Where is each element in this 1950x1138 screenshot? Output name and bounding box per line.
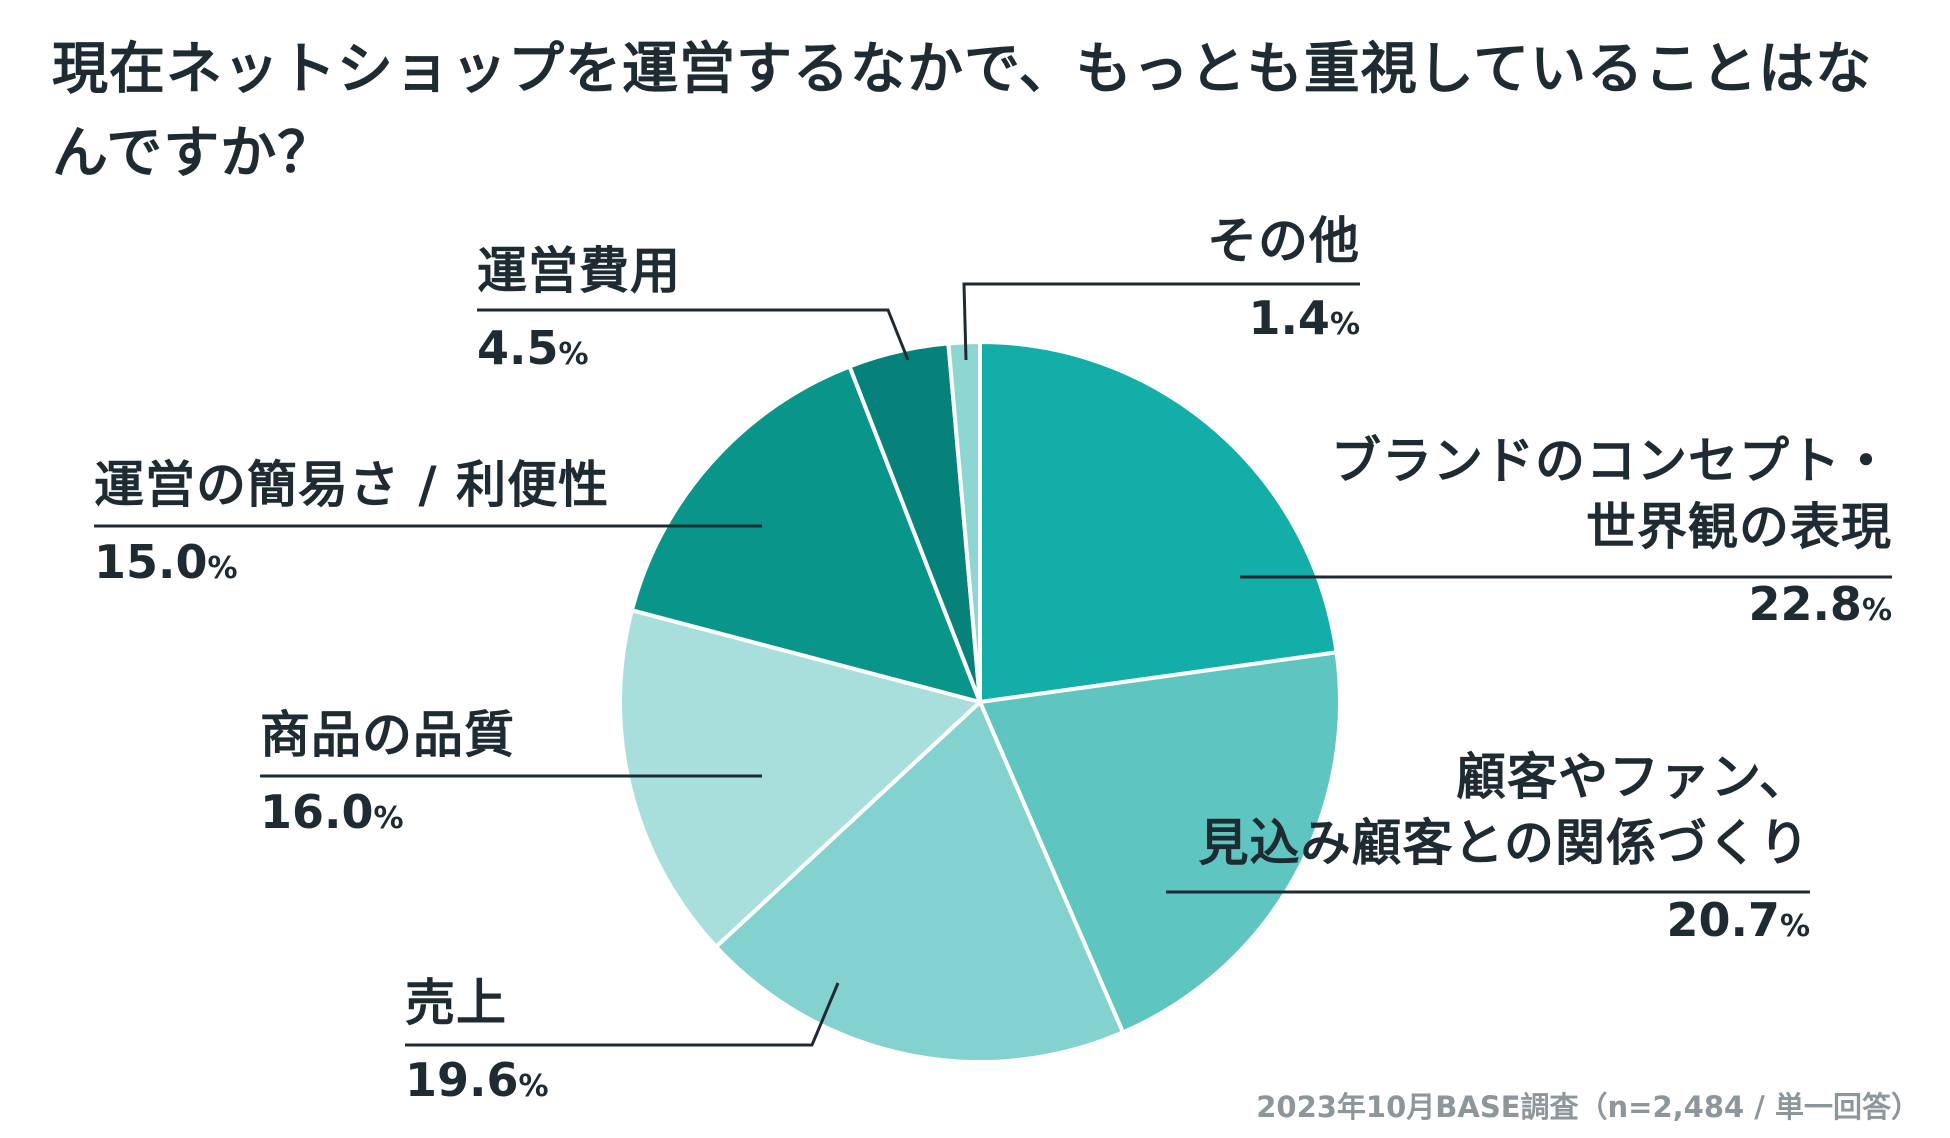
slice-label-customer: 顧客やファン、見込み顧客との関係づくり 20.7% [1199, 744, 1811, 957]
slice-value-other: 1.4 [1248, 291, 1330, 345]
slice-name-quality: 商品の品質 [260, 706, 515, 764]
pie-slice-sales [714, 700, 1125, 1064]
slice-name-sales: 売上 [405, 974, 507, 1032]
slice-unit-customer: % [1779, 909, 1810, 944]
slice-label-other: その他 1.4% [1207, 208, 1360, 355]
slice-name-ease: 運営の簡易さ / 利便性 [94, 456, 610, 514]
slice-label-sales: 売上 19.6% [405, 970, 549, 1117]
slice-value-brand: 22.8 [1748, 577, 1862, 631]
leader-line-other [962, 282, 1360, 361]
slice-value-cost: 4.5 [477, 321, 559, 375]
slice-value-customer: 20.7 [1666, 893, 1780, 947]
slice-unit-ease: % [207, 551, 238, 586]
chart-title: 現在ネットショップを運営するなかで、もっとも重視していることはなんですか？ [52, 37, 1873, 186]
slice-label-quality: 商品の品質 16.0% [260, 702, 515, 849]
slice-value-sales: 19.6 [405, 1053, 519, 1107]
slice-name-customer: 顧客やファン、 [1456, 748, 1810, 806]
slice-value-quality: 16.0 [260, 785, 374, 839]
pie-slice-customer [978, 650, 1342, 1035]
slice-label-cost: 運営費用 4.5% [477, 238, 681, 385]
pie-slice-quality [618, 608, 982, 949]
leader-line-cost [477, 308, 910, 361]
slice-unit-sales: % [518, 1069, 549, 1104]
slice-unit-other: % [1329, 307, 1360, 342]
slice-name-brand: 世界観の表現 [1586, 498, 1892, 556]
slice-name-customer: 見込み顧客との関係づくり [1198, 814, 1810, 872]
slice-unit-quality: % [373, 801, 404, 836]
leader-line-sales [405, 982, 840, 1047]
slice-unit-cost: % [558, 337, 589, 372]
slice-name-other: その他 [1207, 212, 1360, 270]
slice-value-ease: 15.0 [94, 535, 208, 589]
slice-unit-brand: % [1861, 593, 1892, 628]
slice-name-cost: 運営費用 [477, 242, 681, 300]
slice-name-brand: ブランドのコンセプト・ [1331, 432, 1892, 490]
pie-slice-brand [978, 340, 1339, 704]
pie-slice-ease [629, 364, 982, 704]
slice-label-ease: 運営の簡易さ / 利便性 15.0% [94, 452, 609, 599]
slice-label-brand: ブランドのコンセプト・世界観の表現 22.8% [1331, 428, 1892, 641]
source-note: 2023年10月BASE調査（n=2,484 / 単一回答） [1256, 1090, 1920, 1124]
